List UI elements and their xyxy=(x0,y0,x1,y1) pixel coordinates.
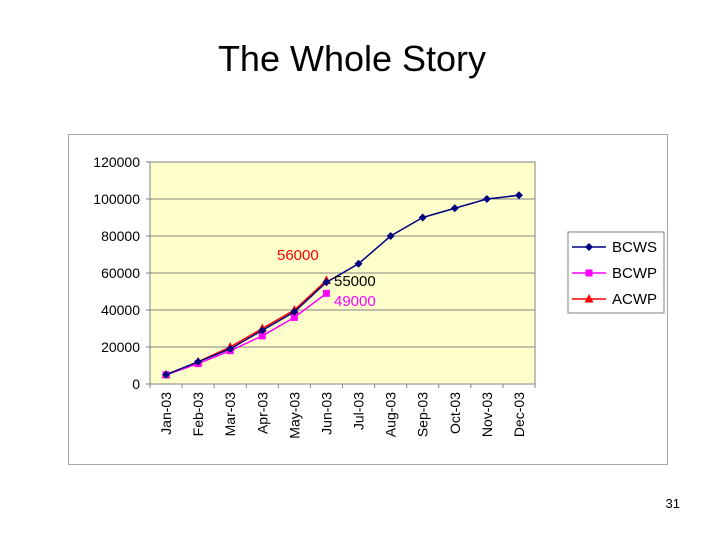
annotation-bcwp-value: 49000 xyxy=(334,293,376,310)
data-point-bcwp xyxy=(290,313,298,321)
legend-marker xyxy=(585,243,593,251)
series-lines xyxy=(161,191,523,379)
legend-item-bcws: BCWS xyxy=(572,239,657,256)
legend-item-bcwp: BCWP xyxy=(572,265,657,282)
legend: BCWS BCWP ACWP xyxy=(567,231,665,314)
x-tick-label: Feb-03 xyxy=(190,392,206,437)
x-tick-label: Sep-03 xyxy=(415,392,431,437)
x-tick-label: Oct-03 xyxy=(447,392,463,434)
y-tick-label: 100000 xyxy=(93,191,140,207)
legend-label: ACWP xyxy=(612,291,657,308)
x-tick-label: Dec-03 xyxy=(511,392,527,437)
data-point-bcws xyxy=(322,278,331,287)
y-tick-label: 80000 xyxy=(101,228,140,244)
x-tick-label: May-03 xyxy=(286,392,302,439)
data-point-bcws xyxy=(162,370,171,379)
data-point-bcwp xyxy=(322,289,330,297)
chart-frame: 0 20000 40000 60000 80000 100000 120000 Jan-03… xyxy=(68,134,668,465)
x-tick-label: Jan-03 xyxy=(158,392,174,435)
y-tick-label: 0 xyxy=(132,376,140,392)
data-point-bcws xyxy=(354,259,363,268)
line-chart: 0 20000 40000 60000 80000 100000 120000 Jan-03… xyxy=(93,154,665,439)
series-line-bcwp xyxy=(165,292,327,376)
y-tick-label: 40000 xyxy=(101,302,140,318)
y-axis-ticks: 0 20000 40000 60000 80000 100000 120000 xyxy=(93,154,150,392)
x-tick-label: Jun-03 xyxy=(318,392,334,435)
x-tick-label: Apr-03 xyxy=(254,392,270,434)
data-point-bcws xyxy=(226,344,235,353)
annotations: 56000 55000 49000 xyxy=(277,247,376,310)
data-point-bcws xyxy=(482,195,491,203)
data-point-bcws xyxy=(386,232,395,240)
legend-marker xyxy=(584,294,594,303)
y-tick-label: 20000 xyxy=(101,339,140,355)
data-point-bcws xyxy=(194,357,203,366)
x-axis-ticks: Jan-03 Feb-03 Mar-03 Apr-03 May-03 Jun-03 Jul-… xyxy=(149,384,536,439)
x-tick-label: Aug-03 xyxy=(383,392,399,437)
annotation-bcws-value: 55000 xyxy=(334,273,376,290)
x-tick-label: Nov-03 xyxy=(479,392,495,437)
data-point-bcwp xyxy=(258,332,266,340)
page-number: 31 xyxy=(665,496,680,511)
series-line-bcws xyxy=(165,194,520,376)
data-point-bcws xyxy=(258,326,267,335)
y-tick-label: 120000 xyxy=(93,154,140,170)
x-tick-label: Mar-03 xyxy=(222,392,238,437)
annotation-acwp-value: 56000 xyxy=(277,247,319,264)
data-point-bcws xyxy=(418,213,427,222)
legend-marker xyxy=(585,269,593,277)
data-point-bcws xyxy=(290,307,299,316)
legend-label: BCWP xyxy=(612,265,657,282)
data-point-bcws xyxy=(514,191,523,200)
gridlines xyxy=(150,198,535,348)
y-tick-label: 60000 xyxy=(101,265,140,281)
series-bcws xyxy=(162,191,523,379)
slide-title: The Whole Story xyxy=(217,38,487,79)
data-point-bcws xyxy=(450,204,459,213)
legend-label: BCWS xyxy=(612,239,657,256)
x-tick-label: Jul-03 xyxy=(351,392,367,430)
legend-item-acwp: ACWP xyxy=(572,291,657,308)
